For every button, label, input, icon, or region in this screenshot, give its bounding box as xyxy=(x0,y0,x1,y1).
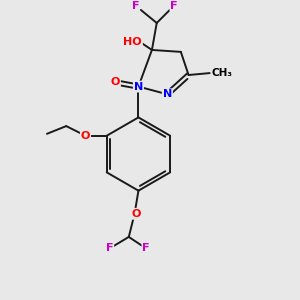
Text: F: F xyxy=(132,1,139,10)
Text: N: N xyxy=(163,89,172,99)
Text: O: O xyxy=(81,131,90,141)
Text: F: F xyxy=(142,244,150,254)
Text: O: O xyxy=(132,209,141,219)
Text: F: F xyxy=(106,244,113,254)
Text: O: O xyxy=(111,77,120,87)
Text: N: N xyxy=(134,82,143,92)
Text: F: F xyxy=(170,1,178,10)
Text: CH₃: CH₃ xyxy=(212,68,233,78)
Text: HO: HO xyxy=(123,37,142,47)
